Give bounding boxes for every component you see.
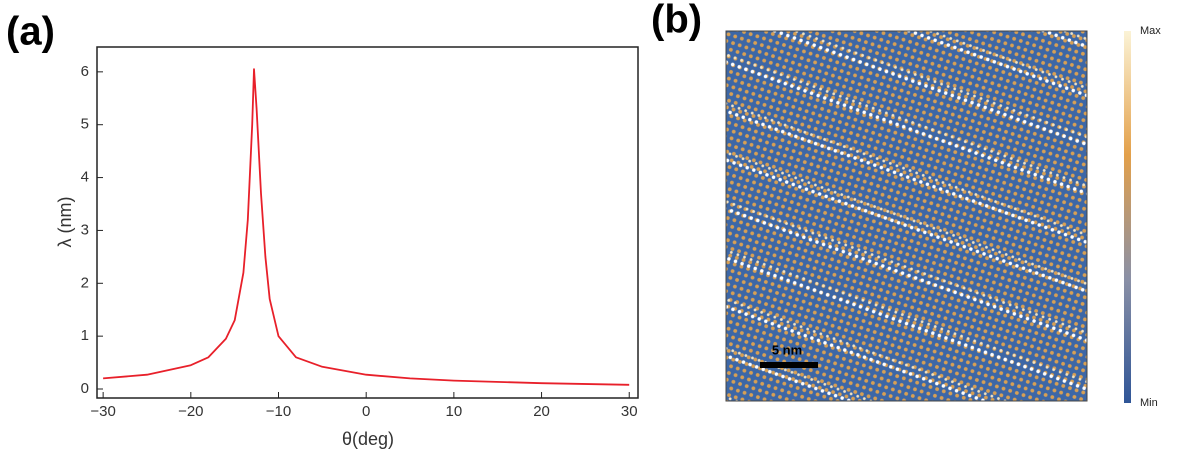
y-tick-label: 0	[81, 380, 89, 397]
panel-label: (b)	[651, 0, 702, 42]
x-tick-label: −20	[178, 403, 203, 420]
x-tick-label: 30	[621, 403, 638, 420]
x-tick-label: 10	[446, 403, 463, 420]
y-tick-label: 3	[81, 221, 89, 238]
y-tick-label: 5	[81, 116, 89, 133]
x-axis-title: θ(deg)	[342, 429, 394, 449]
lattice-image	[725, 30, 1088, 402]
x-tick-label: 0	[362, 403, 370, 420]
panel-label: (a)	[6, 10, 55, 54]
x-tick-label: 20	[533, 403, 550, 420]
curve	[103, 68, 630, 386]
scale-bar-label: 5 nm	[772, 342, 802, 357]
colorbar-max: Max	[1140, 25, 1161, 37]
colorbar-min: Min	[1140, 397, 1158, 409]
y-axis-title: λ (nm)	[55, 197, 75, 248]
plot-frame	[96, 46, 639, 399]
y-tick-label: 2	[81, 274, 89, 291]
y-tick-label: 6	[81, 63, 89, 80]
x-tick-label: −10	[266, 403, 291, 420]
scale-bar	[760, 362, 818, 368]
x-tick-label: −30	[90, 403, 115, 420]
y-tick-label: 4	[81, 169, 89, 186]
y-tick-label: 1	[81, 327, 89, 344]
colorbar	[1124, 31, 1131, 403]
